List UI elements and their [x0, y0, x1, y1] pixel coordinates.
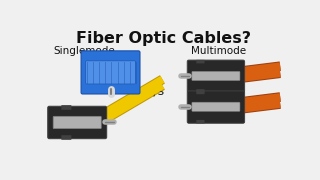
FancyBboxPatch shape	[61, 105, 71, 110]
Text: v/s: v/s	[146, 84, 164, 97]
Text: Multimode: Multimode	[191, 46, 246, 56]
FancyBboxPatch shape	[61, 135, 71, 140]
FancyBboxPatch shape	[196, 89, 204, 93]
Text: Singlemode: Singlemode	[54, 46, 116, 56]
FancyBboxPatch shape	[187, 60, 244, 93]
FancyBboxPatch shape	[196, 60, 204, 63]
FancyBboxPatch shape	[192, 102, 240, 111]
FancyBboxPatch shape	[196, 120, 204, 123]
Text: Fiber Optic Cables?: Fiber Optic Cables?	[76, 31, 252, 46]
FancyBboxPatch shape	[196, 91, 204, 94]
FancyBboxPatch shape	[53, 116, 101, 129]
FancyBboxPatch shape	[48, 106, 107, 139]
FancyBboxPatch shape	[192, 71, 240, 81]
FancyBboxPatch shape	[187, 91, 244, 123]
FancyBboxPatch shape	[86, 61, 135, 84]
FancyBboxPatch shape	[81, 51, 140, 94]
